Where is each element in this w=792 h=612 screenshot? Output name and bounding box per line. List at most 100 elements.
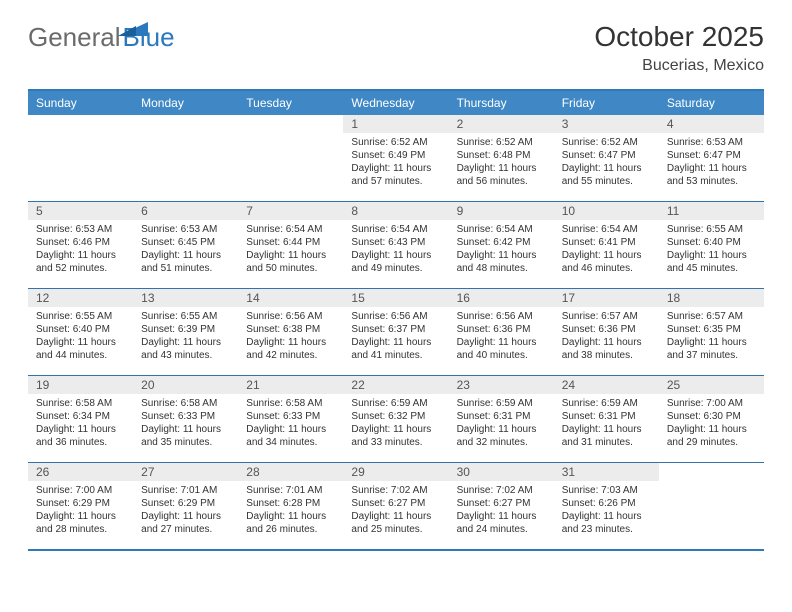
- day-info: Sunrise: 6:59 AMSunset: 6:31 PMDaylight:…: [449, 394, 554, 455]
- day-info: Sunrise: 6:56 AMSunset: 6:37 PMDaylight:…: [343, 307, 448, 368]
- calendar-week: 12Sunrise: 6:55 AMSunset: 6:40 PMDayligh…: [28, 288, 764, 375]
- sunrise-text: Sunrise: 6:56 AM: [351, 310, 440, 323]
- day-number: 18: [659, 289, 764, 307]
- day-info: Sunrise: 7:02 AMSunset: 6:27 PMDaylight:…: [449, 481, 554, 542]
- sunrise-text: Sunrise: 7:02 AM: [351, 484, 440, 497]
- calendar-cell: 19Sunrise: 6:58 AMSunset: 6:34 PMDayligh…: [28, 376, 133, 462]
- sunrise-text: Sunrise: 7:01 AM: [246, 484, 335, 497]
- sunset-text: Sunset: 6:33 PM: [141, 410, 230, 423]
- daylight-text: Daylight: 11 hours and 38 minutes.: [562, 336, 651, 362]
- daylight-text: Daylight: 11 hours and 32 minutes.: [457, 423, 546, 449]
- sunset-text: Sunset: 6:27 PM: [457, 497, 546, 510]
- day-info: Sunrise: 6:55 AMSunset: 6:40 PMDaylight:…: [659, 220, 764, 281]
- daylight-text: Daylight: 11 hours and 33 minutes.: [351, 423, 440, 449]
- sunrise-text: Sunrise: 6:53 AM: [141, 223, 230, 236]
- day-info: Sunrise: 6:55 AMSunset: 6:40 PMDaylight:…: [28, 307, 133, 368]
- sunrise-text: Sunrise: 6:58 AM: [246, 397, 335, 410]
- day-number: 1: [343, 115, 448, 133]
- sunrise-text: Sunrise: 6:54 AM: [246, 223, 335, 236]
- header: GeneralBlue October 2025 Bucerias, Mexic…: [28, 22, 764, 75]
- sunset-text: Sunset: 6:36 PM: [457, 323, 546, 336]
- day-number: 20: [133, 376, 238, 394]
- sunset-text: Sunset: 6:31 PM: [562, 410, 651, 423]
- calendar-cell: 27Sunrise: 7:01 AMSunset: 6:29 PMDayligh…: [133, 463, 238, 549]
- day-number: 27: [133, 463, 238, 481]
- daylight-text: Daylight: 11 hours and 42 minutes.: [246, 336, 335, 362]
- day-number: 2: [449, 115, 554, 133]
- daylight-text: Daylight: 11 hours and 49 minutes.: [351, 249, 440, 275]
- day-info: Sunrise: 6:58 AMSunset: 6:34 PMDaylight:…: [28, 394, 133, 455]
- calendar-cell: [238, 115, 343, 201]
- day-info: Sunrise: 7:02 AMSunset: 6:27 PMDaylight:…: [343, 481, 448, 542]
- day-number: 10: [554, 202, 659, 220]
- day-info: Sunrise: 6:53 AMSunset: 6:47 PMDaylight:…: [659, 133, 764, 194]
- sunrise-text: Sunrise: 6:58 AM: [141, 397, 230, 410]
- day-number: 28: [238, 463, 343, 481]
- sunset-text: Sunset: 6:45 PM: [141, 236, 230, 249]
- calendar-cell: 29Sunrise: 7:02 AMSunset: 6:27 PMDayligh…: [343, 463, 448, 549]
- calendar-cell: 5Sunrise: 6:53 AMSunset: 6:46 PMDaylight…: [28, 202, 133, 288]
- sunrise-text: Sunrise: 6:56 AM: [246, 310, 335, 323]
- calendar-cell: 14Sunrise: 6:56 AMSunset: 6:38 PMDayligh…: [238, 289, 343, 375]
- day-info: Sunrise: 6:52 AMSunset: 6:49 PMDaylight:…: [343, 133, 448, 194]
- sunset-text: Sunset: 6:48 PM: [457, 149, 546, 162]
- sunset-text: Sunset: 6:39 PM: [141, 323, 230, 336]
- daylight-text: Daylight: 11 hours and 57 minutes.: [351, 162, 440, 188]
- day-number: 24: [554, 376, 659, 394]
- calendar-cell: [659, 463, 764, 549]
- day-number: 11: [659, 202, 764, 220]
- daylight-text: Daylight: 11 hours and 37 minutes.: [667, 336, 756, 362]
- calendar-cell: 12Sunrise: 6:55 AMSunset: 6:40 PMDayligh…: [28, 289, 133, 375]
- day-info: Sunrise: 7:00 AMSunset: 6:29 PMDaylight:…: [28, 481, 133, 542]
- daylight-text: Daylight: 11 hours and 35 minutes.: [141, 423, 230, 449]
- dow-monday: Monday: [133, 91, 238, 115]
- daylight-text: Daylight: 11 hours and 46 minutes.: [562, 249, 651, 275]
- day-number: 6: [133, 202, 238, 220]
- calendar-cell: 2Sunrise: 6:52 AMSunset: 6:48 PMDaylight…: [449, 115, 554, 201]
- day-number: 8: [343, 202, 448, 220]
- sunrise-text: Sunrise: 6:55 AM: [667, 223, 756, 236]
- calendar-cell: 13Sunrise: 6:55 AMSunset: 6:39 PMDayligh…: [133, 289, 238, 375]
- page-title: October 2025: [594, 22, 764, 51]
- sunrise-text: Sunrise: 6:55 AM: [36, 310, 125, 323]
- brand-logo: GeneralBlue: [28, 22, 175, 53]
- sunset-text: Sunset: 6:40 PM: [36, 323, 125, 336]
- day-info: Sunrise: 6:54 AMSunset: 6:44 PMDaylight:…: [238, 220, 343, 281]
- daylight-text: Daylight: 11 hours and 53 minutes.: [667, 162, 756, 188]
- sunrise-text: Sunrise: 6:59 AM: [351, 397, 440, 410]
- day-info: Sunrise: 6:56 AMSunset: 6:38 PMDaylight:…: [238, 307, 343, 368]
- day-info: Sunrise: 6:59 AMSunset: 6:32 PMDaylight:…: [343, 394, 448, 455]
- day-number: 19: [28, 376, 133, 394]
- calendar-cell: 28Sunrise: 7:01 AMSunset: 6:28 PMDayligh…: [238, 463, 343, 549]
- dow-saturday: Saturday: [659, 91, 764, 115]
- sunset-text: Sunset: 6:26 PM: [562, 497, 651, 510]
- day-info: Sunrise: 6:52 AMSunset: 6:48 PMDaylight:…: [449, 133, 554, 194]
- day-info: Sunrise: 6:53 AMSunset: 6:46 PMDaylight:…: [28, 220, 133, 281]
- daylight-text: Daylight: 11 hours and 34 minutes.: [246, 423, 335, 449]
- dow-thursday: Thursday: [449, 91, 554, 115]
- calendar-cell: 11Sunrise: 6:55 AMSunset: 6:40 PMDayligh…: [659, 202, 764, 288]
- calendar-cell: 22Sunrise: 6:59 AMSunset: 6:32 PMDayligh…: [343, 376, 448, 462]
- day-info: Sunrise: 6:53 AMSunset: 6:45 PMDaylight:…: [133, 220, 238, 281]
- day-number: 29: [343, 463, 448, 481]
- dow-wednesday: Wednesday: [343, 91, 448, 115]
- brand-part1: General: [28, 22, 121, 53]
- calendar-cell: 18Sunrise: 6:57 AMSunset: 6:35 PMDayligh…: [659, 289, 764, 375]
- calendar-page: GeneralBlue October 2025 Bucerias, Mexic…: [0, 0, 792, 612]
- daylight-text: Daylight: 11 hours and 45 minutes.: [667, 249, 756, 275]
- day-info: Sunrise: 6:57 AMSunset: 6:36 PMDaylight:…: [554, 307, 659, 368]
- day-number: 9: [449, 202, 554, 220]
- title-block: October 2025 Bucerias, Mexico: [594, 22, 764, 75]
- sunrise-text: Sunrise: 6:57 AM: [562, 310, 651, 323]
- calendar-cell: 26Sunrise: 7:00 AMSunset: 6:29 PMDayligh…: [28, 463, 133, 549]
- daylight-text: Daylight: 11 hours and 44 minutes.: [36, 336, 125, 362]
- day-info: Sunrise: 7:00 AMSunset: 6:30 PMDaylight:…: [659, 394, 764, 455]
- sunrise-text: Sunrise: 6:52 AM: [562, 136, 651, 149]
- day-number: 3: [554, 115, 659, 133]
- day-info: Sunrise: 6:59 AMSunset: 6:31 PMDaylight:…: [554, 394, 659, 455]
- daylight-text: Daylight: 11 hours and 48 minutes.: [457, 249, 546, 275]
- calendar-cell: 31Sunrise: 7:03 AMSunset: 6:26 PMDayligh…: [554, 463, 659, 549]
- daylight-text: Daylight: 11 hours and 40 minutes.: [457, 336, 546, 362]
- sunrise-text: Sunrise: 6:52 AM: [457, 136, 546, 149]
- calendar-cell: 16Sunrise: 6:56 AMSunset: 6:36 PMDayligh…: [449, 289, 554, 375]
